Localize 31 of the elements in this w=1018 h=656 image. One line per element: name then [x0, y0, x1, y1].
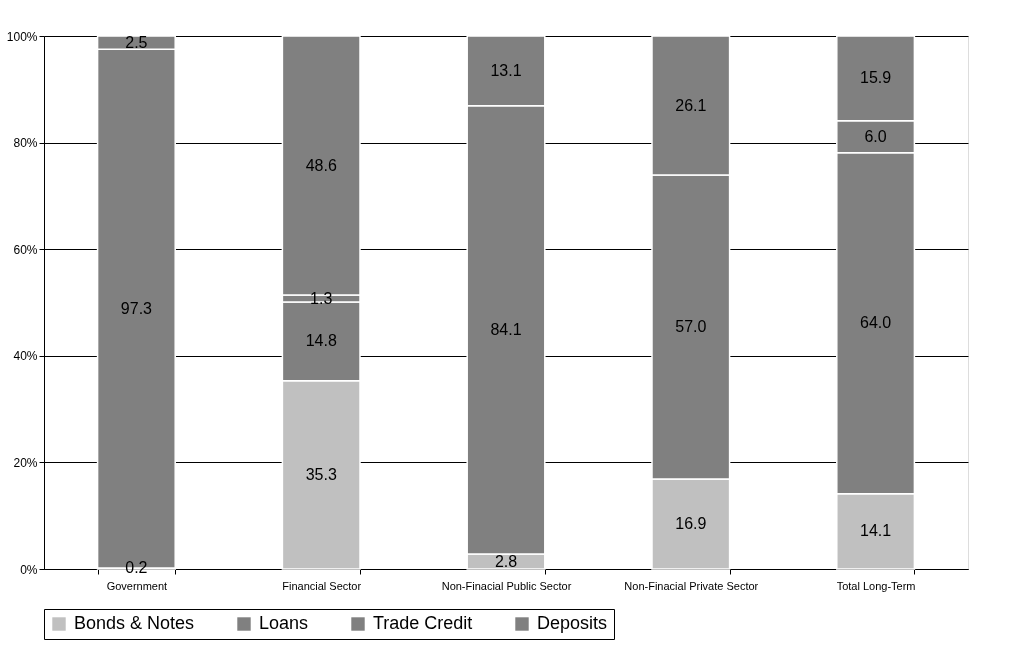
legend-label: Trade Credit — [373, 613, 473, 633]
y-tick-label: 20% — [13, 455, 38, 470]
data-label: 2.5 — [125, 33, 148, 51]
data-label: 6.0 — [864, 127, 887, 145]
legend-label: Bonds & Notes — [74, 613, 195, 633]
data-label: 26.1 — [675, 96, 707, 114]
x-tick-label: Government — [106, 579, 168, 592]
data-label: 13.1 — [490, 61, 522, 79]
data-label: 14.8 — [305, 332, 337, 350]
legend-label: Deposits — [537, 613, 608, 633]
data-label: 15.9 — [860, 69, 892, 87]
x-tick-label: Non-Finacial Private Sector — [624, 579, 759, 592]
data-label: 14.1 — [860, 522, 892, 540]
data-label: 2.8 — [494, 552, 518, 570]
data-label: 97.3 — [120, 299, 153, 317]
y-tick-label: 40% — [13, 349, 38, 364]
data-label: 64.0 — [860, 314, 892, 332]
data-label: 57.0 — [675, 318, 707, 336]
x-tick-label: Non-Finacial Public Sector — [441, 579, 572, 592]
data-label: 35.3 — [305, 465, 337, 483]
data-label: 84.1 — [490, 320, 522, 338]
y-tick-label: 60% — [13, 242, 38, 257]
legend-label: Loans — [259, 613, 309, 633]
y-tick-label: 0% — [20, 562, 38, 577]
y-tick-label: 80% — [13, 136, 38, 151]
data-label: 0.2 — [125, 559, 148, 577]
data-label: 16.9 — [675, 514, 707, 532]
x-tick-label: Total Long-Term — [836, 579, 916, 592]
x-tick-label: Financial Sector — [282, 579, 362, 592]
data-label: 48.6 — [305, 156, 337, 174]
y-tick-label: 100% — [6, 29, 38, 44]
